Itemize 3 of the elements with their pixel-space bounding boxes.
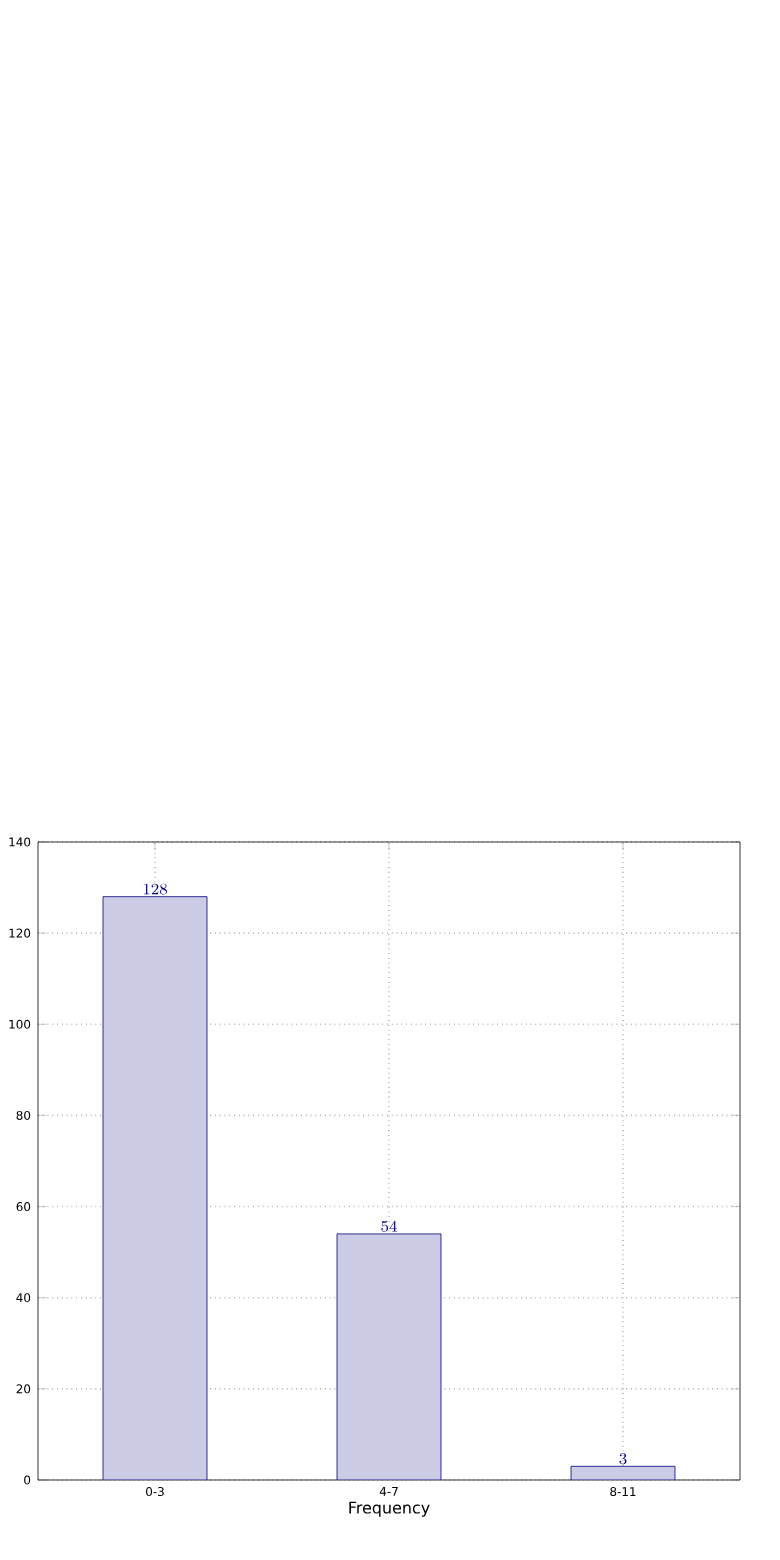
- bar: [336, 1233, 442, 1480]
- bar: [102, 896, 208, 1480]
- bar: [570, 1465, 676, 1480]
